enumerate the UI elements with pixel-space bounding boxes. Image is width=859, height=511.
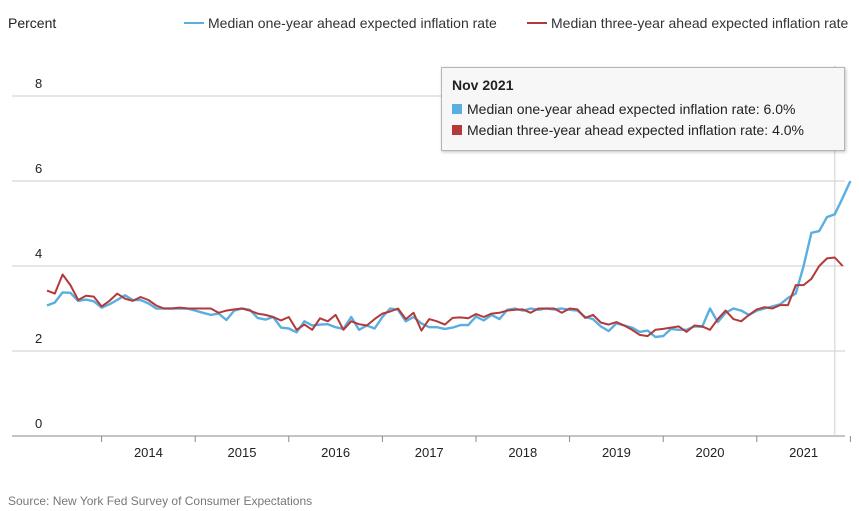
x-tick-label-2015: 2015	[228, 445, 257, 460]
y-axis-title: Percent	[8, 15, 56, 31]
x-tick-label-2016: 2016	[321, 445, 350, 460]
x-tick-label-2021: 2021	[789, 445, 818, 460]
series-line-three-year[interactable]	[46, 256, 844, 338]
y-tick-label-0: 0	[35, 416, 42, 431]
tooltip-title: Nov 2021	[452, 77, 514, 93]
tooltip-swatch-one-year	[452, 104, 462, 114]
x-tick-label-2020: 2020	[696, 445, 725, 460]
series-lines[interactable]	[46, 180, 852, 339]
legend-item-one-year[interactable]: Median one-year ahead expected inflation…	[184, 15, 497, 31]
y-axis-ticks: 0 2 4 6 8	[35, 76, 42, 431]
hover-tooltip: Nov 2021 Median one-year ahead expected …	[441, 67, 845, 151]
legend-label-three-year: Median three-year ahead expected inflati…	[551, 15, 849, 31]
legend-label-one-year: Median one-year ahead expected inflation…	[208, 15, 497, 31]
x-tick-label-2019: 2019	[602, 445, 631, 460]
x-tick-label-2017: 2017	[415, 445, 444, 460]
tooltip-swatch-three-year	[452, 125, 462, 135]
x-tick-label-2014: 2014	[134, 445, 163, 460]
y-tick-label-8: 8	[35, 76, 42, 91]
source-note: Source: New York Fed Survey of Consumer …	[8, 494, 313, 508]
x-axis: 2014 2015 2016 2017 2018 2019 2020 2021	[101, 436, 851, 460]
tooltip-text-one-year: Median one-year ahead expected inflation…	[467, 101, 796, 117]
tooltip-row-one-year: Median one-year ahead expected inflation…	[452, 101, 834, 117]
y-tick-label-4: 4	[35, 246, 42, 261]
tooltip-row-three-year: Median three-year ahead expected inflati…	[452, 122, 834, 138]
y-tick-label-2: 2	[35, 331, 42, 346]
x-tick-label-2018: 2018	[508, 445, 537, 460]
series-line-one-year[interactable]	[46, 180, 852, 339]
tooltip-text-three-year: Median three-year ahead expected inflati…	[467, 122, 804, 138]
legend-item-three-year[interactable]: Median three-year ahead expected inflati…	[527, 15, 849, 31]
legend: Median one-year ahead expected inflation…	[184, 15, 849, 31]
y-tick-label-6: 6	[35, 161, 42, 176]
